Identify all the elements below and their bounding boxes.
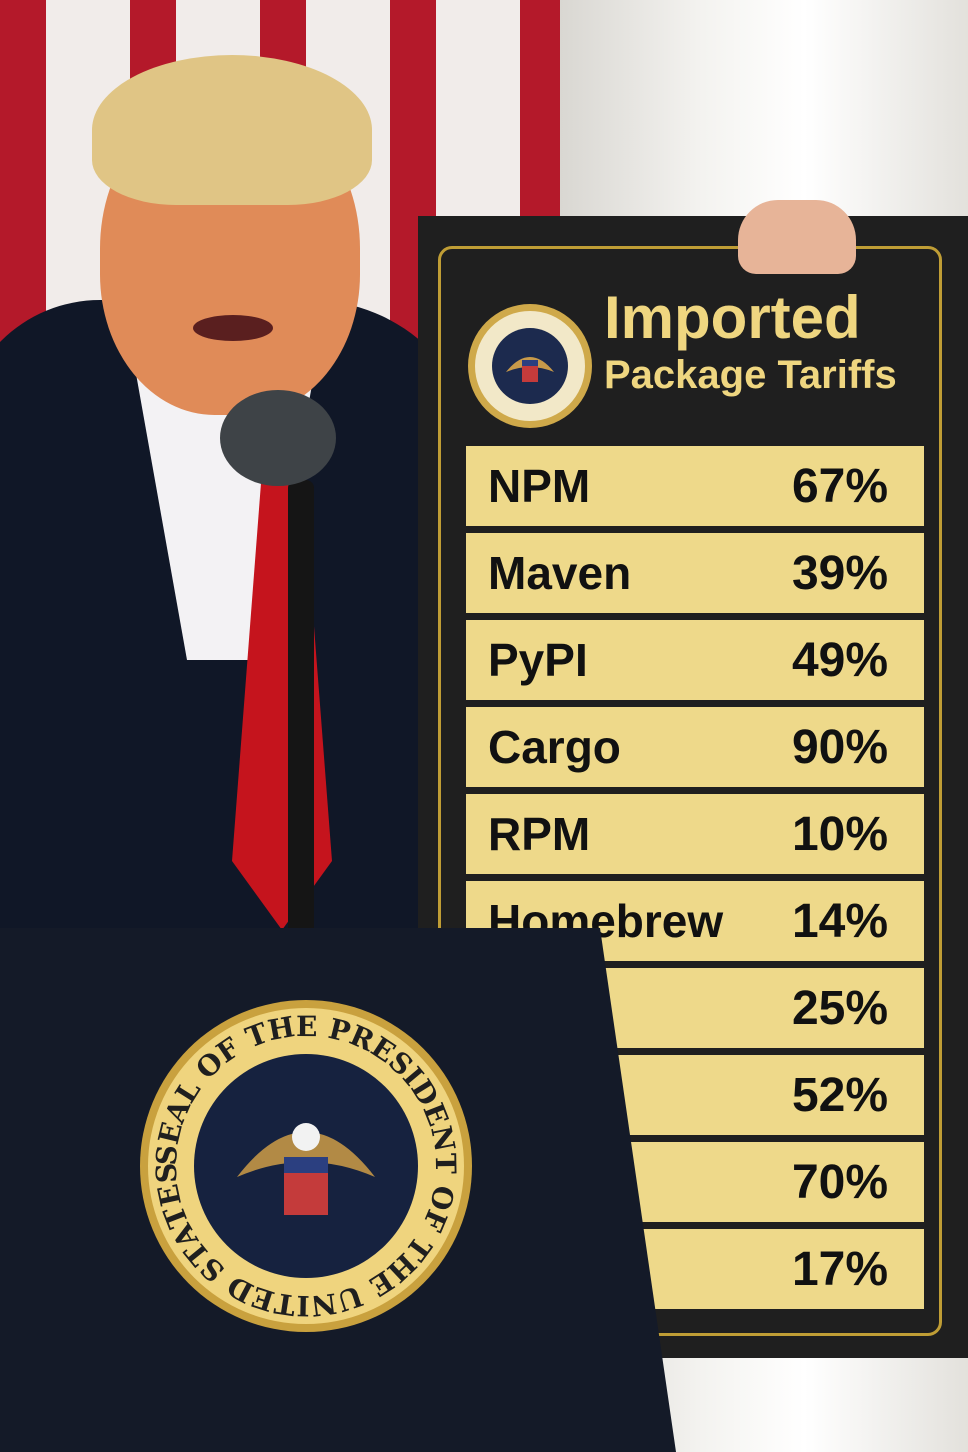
microphone-stand: [288, 480, 314, 940]
sign-title-line1: Imported: [604, 284, 861, 351]
tariff-rate: 17%: [756, 1229, 924, 1309]
tariff-rate: 70%: [756, 1142, 924, 1222]
hand-holding-sign: [738, 200, 856, 274]
tariff-rate: 14%: [756, 881, 924, 961]
tariff-rate: 52%: [756, 1055, 924, 1135]
package-name: Cargo: [466, 707, 768, 787]
sign-title-line2: Package Tariffs: [604, 353, 897, 397]
tariff-row: Maven 39%: [466, 533, 936, 613]
speaker-hair: [92, 55, 372, 205]
tariff-row: PyPI 49%: [466, 620, 936, 700]
presidential-seal-icon: SEAL OF THE PRESIDENT OF THE UNITED STAT…: [140, 1000, 472, 1332]
package-name: Maven: [466, 533, 768, 613]
tariff-row: Cargo 90%: [466, 707, 936, 787]
sign-title: Imported Package Tariffs: [604, 286, 944, 400]
tariff-rate: 39%: [756, 533, 924, 613]
presidential-seal-icon: [468, 304, 592, 428]
package-name: PyPI: [466, 620, 768, 700]
package-name: RPM: [466, 794, 768, 874]
tariff-rate: 25%: [756, 968, 924, 1048]
sign-gold-border: [438, 246, 942, 1336]
tariff-rate: 67%: [756, 446, 924, 526]
tariff-row: NPM 67%: [466, 446, 936, 526]
tariff-rate: 90%: [756, 707, 924, 787]
package-name: NPM: [466, 446, 768, 526]
tariff-row: RPM 10%: [466, 794, 936, 874]
tariff-rate: 10%: [756, 794, 924, 874]
microphone-icon: [220, 390, 336, 486]
speaker-mouth: [193, 315, 273, 341]
tariff-rate: 49%: [756, 620, 924, 700]
